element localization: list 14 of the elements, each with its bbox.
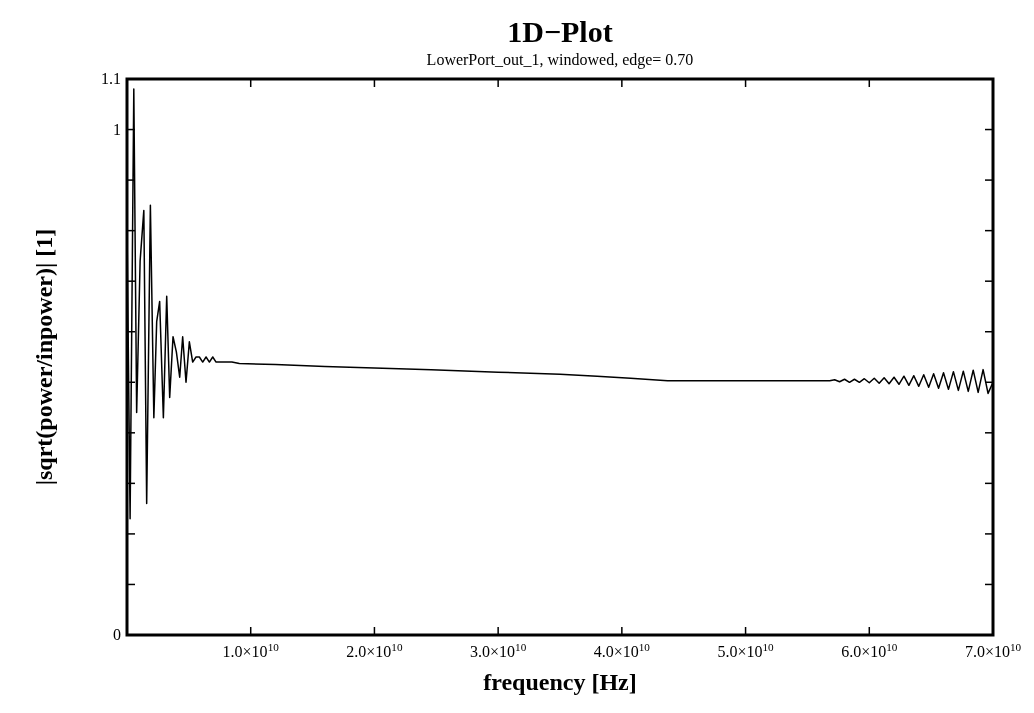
chart-title: 1D−Plot — [507, 15, 613, 48]
y-tick-label: 1.1 — [101, 70, 121, 87]
y-axis-title: |sqrt(power/inpower)| [1] — [31, 228, 57, 486]
x-tick-label: 2.0×10$^{10}$ — [346, 641, 403, 660]
x-tick-label: 6.0×10$^{10}$ — [841, 641, 898, 660]
y-tick-label: 1 — [113, 120, 121, 138]
x-tick-label: 1.0×10$^{10}$ — [222, 641, 280, 660]
x-tick-label: 3.0×10$^{10}$ — [470, 641, 527, 660]
y-tick-label: 0 — [113, 626, 121, 643]
x-tick-label: 4.0×10$^{10}$ — [593, 641, 651, 660]
x-axis-title: frequency [Hz] — [483, 669, 637, 695]
x-tick-label: 7.0×10$^{10}$ — [964, 641, 1022, 660]
chart-subtitle: LowerPort_out_1, windowed, edge= 0.70 — [426, 51, 694, 69]
x-tick-label: 5.0×10$^{10}$ — [717, 641, 775, 660]
